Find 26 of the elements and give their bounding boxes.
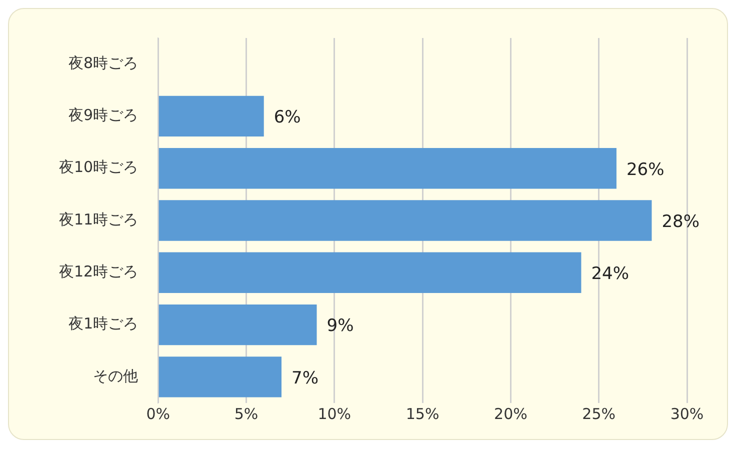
x-tick-label: 20% [494, 404, 528, 423]
bar [158, 304, 317, 346]
x-tick-label: 5% [234, 404, 258, 423]
data-label: 7% [292, 368, 318, 388]
x-tick-label: 25% [582, 404, 616, 423]
y-tick-label: 夜10時ごろ [58, 158, 138, 176]
y-tick-label: 夜12時ごろ [58, 262, 138, 281]
data-label: 9% [326, 316, 354, 336]
y-tick-label: その他 [93, 366, 138, 385]
x-tick-label: 10% [318, 404, 352, 423]
x-tick-label: 30% [670, 404, 704, 423]
y-tick-label: 夜9時ごろ [68, 106, 138, 124]
data-label: 26% [626, 160, 664, 180]
x-tick-label: 15% [406, 404, 440, 423]
y-tick-label: 夜11時ごろ [58, 210, 138, 228]
x-tick-label: 0% [146, 404, 170, 423]
data-label: 28% [662, 212, 700, 232]
y-tick-label: 夜1時ごろ [68, 314, 138, 333]
y-tick-label: 夜8時ごろ [68, 54, 138, 72]
bar [158, 96, 264, 137]
bar [158, 200, 652, 241]
bar [158, 356, 282, 398]
bar [158, 148, 616, 189]
bar [158, 252, 582, 293]
data-label: 24% [591, 264, 630, 284]
data-label: 6% [274, 108, 301, 128]
